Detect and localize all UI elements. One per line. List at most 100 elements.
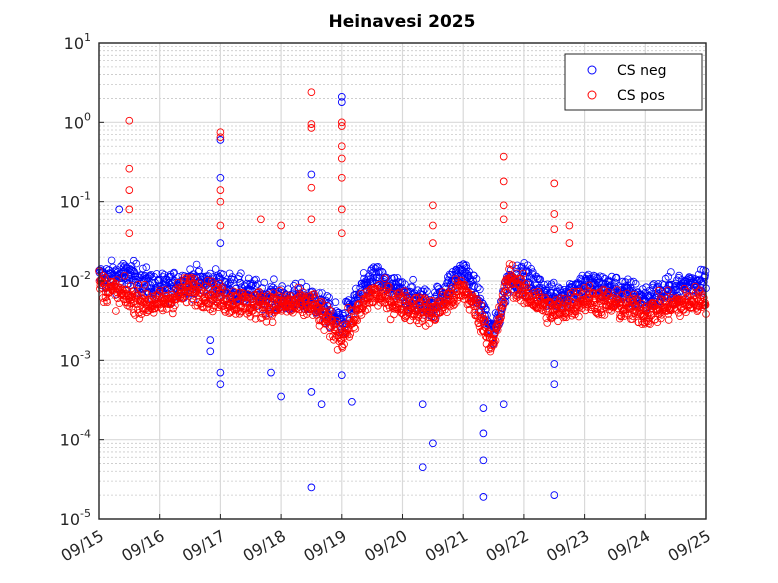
- data-point: [644, 319, 653, 328]
- data-point: [248, 295, 257, 304]
- data-point: [565, 239, 574, 247]
- data-point: [664, 272, 673, 281]
- data-point: [216, 133, 225, 142]
- data-point: [420, 285, 429, 294]
- data-point: [604, 288, 613, 296]
- data-point: [251, 309, 259, 318]
- data-point: [337, 118, 346, 127]
- data-point: [522, 280, 531, 288]
- data-point: [307, 88, 316, 97]
- data-point: [693, 305, 702, 314]
- y-tick-label: 100: [64, 110, 91, 132]
- data-point: [252, 275, 260, 284]
- data-point: [332, 316, 341, 325]
- data-point: [615, 314, 624, 323]
- data-point: [216, 239, 225, 247]
- data-point: [351, 324, 360, 333]
- data-point: [499, 400, 508, 409]
- data-point: [299, 288, 307, 296]
- data-point: [182, 298, 191, 307]
- data-point: [236, 303, 245, 312]
- data-point: [550, 225, 559, 234]
- data-point: [424, 303, 432, 312]
- data-point: [689, 277, 697, 286]
- data-point: [277, 392, 285, 401]
- data-point: [448, 297, 457, 306]
- data-point: [664, 316, 673, 324]
- data-point: [343, 330, 352, 339]
- data-point: [326, 307, 335, 316]
- data-point: [125, 116, 134, 125]
- data-point: [119, 287, 128, 295]
- data-point: [491, 328, 499, 337]
- data-point: [490, 338, 499, 347]
- legend-box: [564, 53, 703, 111]
- data-point: [307, 170, 316, 179]
- data-point: [519, 269, 528, 278]
- data-point: [419, 287, 427, 296]
- data-point: [126, 276, 134, 284]
- data-point: [315, 300, 324, 308]
- data-point: [149, 308, 158, 317]
- data-point: [479, 429, 488, 438]
- data-point: [139, 307, 148, 315]
- data-point: [536, 275, 545, 284]
- data-point: [185, 274, 194, 283]
- data-point: [170, 268, 178, 277]
- data-point: [194, 267, 203, 276]
- data-point: [155, 286, 164, 295]
- data-point: [348, 307, 356, 315]
- data-point: [399, 305, 408, 314]
- data-point: [291, 279, 300, 288]
- data-point: [256, 314, 265, 322]
- data-point: [447, 284, 456, 292]
- data-point: [579, 285, 587, 294]
- data-point: [437, 291, 446, 300]
- data-point: [535, 293, 544, 302]
- data-point: [472, 274, 481, 283]
- data-point: [456, 280, 465, 289]
- data-point: [559, 311, 568, 319]
- data-point: [188, 294, 197, 303]
- data-point: [217, 288, 225, 297]
- data-point: [419, 314, 427, 322]
- data-point: [338, 343, 347, 352]
- data-point: [216, 173, 225, 182]
- data-point: [689, 291, 698, 300]
- data-point: [480, 314, 489, 323]
- data-point: [476, 285, 484, 294]
- data-point: [618, 291, 627, 299]
- data-point: [323, 292, 332, 300]
- data-point: [701, 271, 709, 280]
- data-point: [191, 275, 199, 283]
- data-point: [421, 296, 430, 304]
- data-point: [552, 311, 561, 320]
- data-point: [617, 312, 626, 320]
- y-tick-label: 101: [64, 31, 91, 53]
- data-point: [429, 439, 437, 448]
- data-point: [503, 291, 512, 299]
- data-point: [429, 221, 437, 230]
- data-point: [650, 280, 658, 288]
- data-point: [675, 271, 683, 280]
- data-point: [676, 312, 684, 321]
- data-point: [337, 154, 346, 163]
- data-point: [103, 298, 111, 307]
- data-point: [575, 312, 583, 321]
- data-point: [260, 278, 269, 287]
- data-point: [522, 283, 531, 292]
- data-point: [395, 288, 404, 297]
- data-point: [369, 273, 378, 282]
- data-point: [218, 283, 227, 292]
- data-point: [383, 282, 392, 291]
- legend-marker: [587, 65, 597, 75]
- data-point: [667, 268, 675, 276]
- data-point: [605, 277, 614, 286]
- data-point: [499, 298, 508, 307]
- data-point: [169, 309, 177, 318]
- data-point: [356, 308, 365, 317]
- data-point: [332, 319, 341, 328]
- data-point: [119, 263, 128, 272]
- data-point: [146, 281, 155, 290]
- data-point: [224, 279, 233, 288]
